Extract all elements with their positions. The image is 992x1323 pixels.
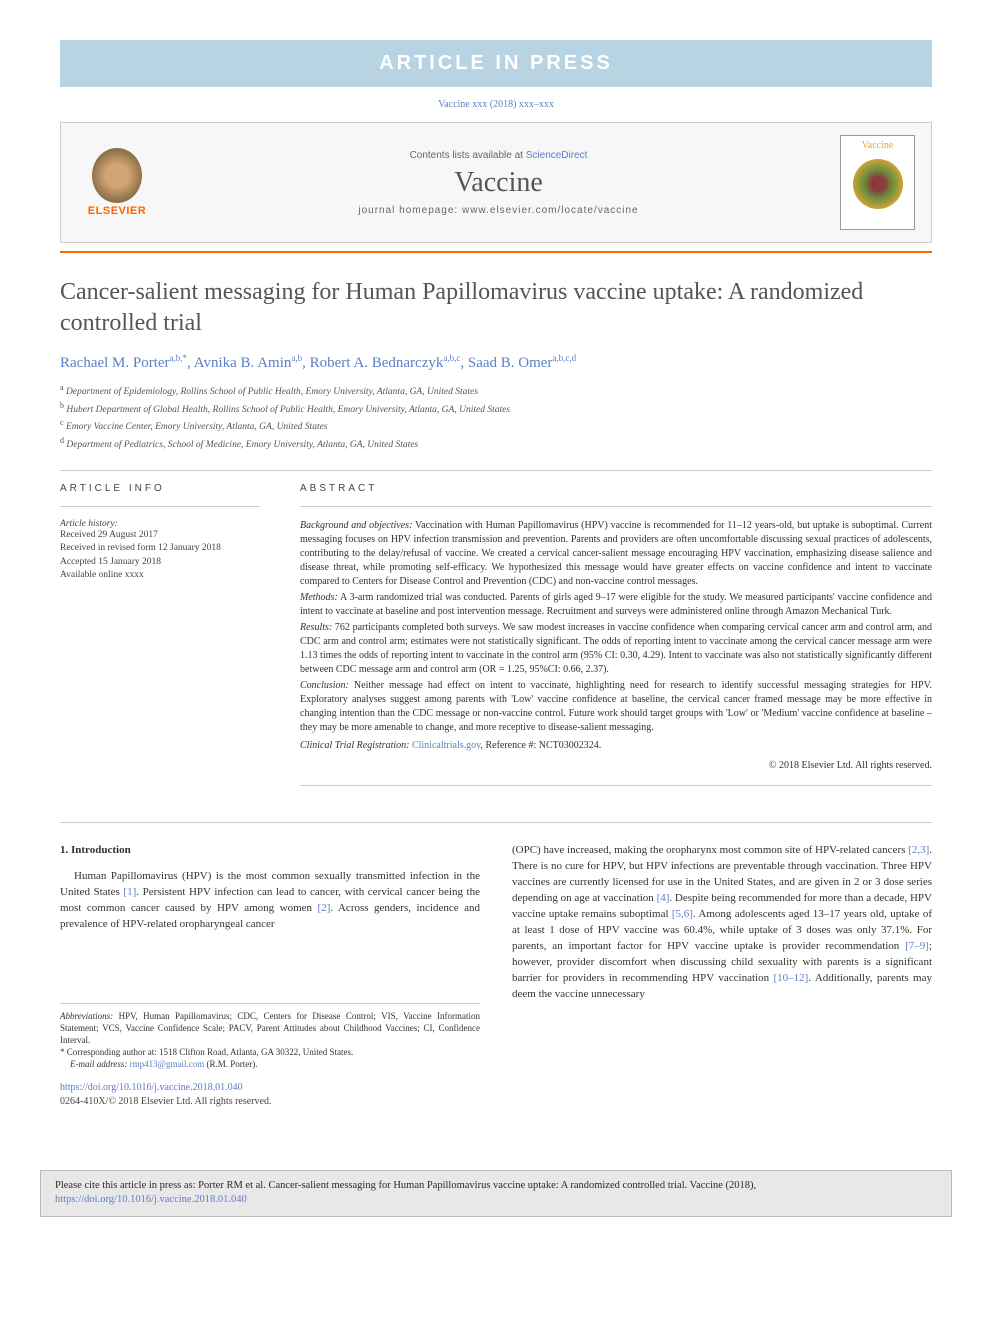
doi-link[interactable]: https://doi.org/10.1016/j.vaccine.2018.0… bbox=[60, 1082, 243, 1093]
elsevier-logo: ELSEVIER bbox=[77, 138, 157, 228]
info-abstract-row: ARTICLE INFO Article history: Received 2… bbox=[60, 483, 932, 798]
article-title: Cancer-salient messaging for Human Papil… bbox=[60, 277, 932, 339]
article-info-heading: ARTICLE INFO bbox=[60, 483, 260, 494]
intro-heading: 1. Introduction bbox=[60, 843, 480, 859]
doi-copyright: 0264-410X/© 2018 Elsevier Ltd. All right… bbox=[60, 1095, 480, 1110]
abstract-copyright: © 2018 Elsevier Ltd. All rights reserved… bbox=[300, 759, 932, 773]
body-col-right: (OPC) have increased, making the orophar… bbox=[512, 843, 932, 1109]
ref-4[interactable]: [4] bbox=[657, 892, 670, 904]
ref-2[interactable]: [2] bbox=[318, 902, 331, 914]
body-columns: 1. Introduction Human Papillomavirus (HP… bbox=[60, 843, 932, 1109]
ref-10-12[interactable]: [10–12] bbox=[773, 972, 808, 984]
history-revised: Received in revised form 12 January 2018 bbox=[60, 542, 260, 555]
journal-homepage: journal homepage: www.elsevier.com/locat… bbox=[173, 205, 824, 216]
ref-2-3[interactable]: [2,3] bbox=[908, 844, 929, 856]
author-1[interactable]: Avnika B. Amina,b bbox=[194, 355, 302, 371]
affiliations: a Department of Epidemiology, Rollins Sc… bbox=[60, 382, 932, 452]
elsevier-tree-icon bbox=[92, 148, 142, 203]
author-2[interactable]: Robert A. Bednarczyka,b,c bbox=[310, 355, 461, 371]
abstract-heading: ABSTRACT bbox=[300, 483, 932, 494]
contents-prefix: Contents lists available at bbox=[410, 150, 526, 161]
abstract-text: Background and objectives: Vaccination w… bbox=[300, 519, 932, 773]
affiliation-c: Emory Vaccine Center, Emory University, … bbox=[66, 422, 328, 432]
history-label: Article history: bbox=[60, 519, 260, 529]
cover-flower-icon bbox=[853, 159, 903, 209]
history-online: Available online xxxx bbox=[60, 569, 260, 582]
journal-name: Vaccine bbox=[173, 167, 824, 199]
intro-para1: Human Papillomavirus (HPV) is the most c… bbox=[60, 869, 480, 933]
authors-list: Rachael M. Portera,b,*, Avnika B. Amina,… bbox=[60, 353, 932, 372]
clinicaltrials-link[interactable]: Clinicaltrials.gov bbox=[412, 740, 481, 751]
abstract-col: ABSTRACT Background and objectives: Vacc… bbox=[300, 483, 932, 798]
cite-doi-link[interactable]: https://doi.org/10.1016/j.vaccine.2018.0… bbox=[55, 1194, 247, 1205]
accent-divider bbox=[60, 251, 932, 253]
affiliation-d: Department of Pediatrics, School of Medi… bbox=[66, 440, 418, 450]
doi-line: https://doi.org/10.1016/j.vaccine.2018.0… bbox=[60, 1081, 480, 1096]
article-in-press-banner: ARTICLE IN PRESS bbox=[60, 40, 932, 87]
cover-label: Vaccine bbox=[862, 140, 894, 151]
history-accepted: Accepted 15 January 2018 bbox=[60, 556, 260, 569]
footnotes: Abbreviations: HPV, Human Papillomavirus… bbox=[60, 1003, 480, 1071]
citation-top: Vaccine xxx (2018) xxx–xxx bbox=[60, 99, 932, 110]
journal-cover-thumbnail: Vaccine bbox=[840, 135, 915, 230]
contents-available: Contents lists available at ScienceDirec… bbox=[173, 150, 824, 161]
cite-this-article-box: Please cite this article in press as: Po… bbox=[40, 1170, 952, 1217]
journal-info-block: Contents lists available at ScienceDirec… bbox=[173, 150, 824, 216]
ref-7-9[interactable]: [7–9] bbox=[905, 940, 929, 952]
affiliation-a: Department of Epidemiology, Rollins Scho… bbox=[66, 388, 478, 398]
intro-para2: (OPC) have increased, making the orophar… bbox=[512, 843, 932, 1002]
author-3[interactable]: Saad B. Omera,b,c,d bbox=[468, 355, 576, 371]
sciencedirect-link[interactable]: ScienceDirect bbox=[526, 150, 588, 161]
body-col-left: 1. Introduction Human Papillomavirus (HP… bbox=[60, 843, 480, 1109]
history-received: Received 29 August 2017 bbox=[60, 529, 260, 542]
elsevier-brand: ELSEVIER bbox=[88, 205, 146, 217]
affiliation-b: Hubert Department of Global Health, Roll… bbox=[66, 405, 510, 415]
body-divider bbox=[60, 822, 932, 823]
journal-header: ELSEVIER Contents lists available at Sci… bbox=[60, 122, 932, 243]
ref-5-6[interactable]: [5,6] bbox=[672, 908, 693, 920]
corresponding-email[interactable]: rmp413@gmail.com bbox=[130, 1059, 205, 1069]
article-info-col: ARTICLE INFO Article history: Received 2… bbox=[60, 483, 260, 798]
thin-divider bbox=[60, 470, 932, 471]
ref-1[interactable]: [1] bbox=[123, 886, 136, 898]
author-0[interactable]: Rachael M. Portera,b,* bbox=[60, 355, 187, 371]
